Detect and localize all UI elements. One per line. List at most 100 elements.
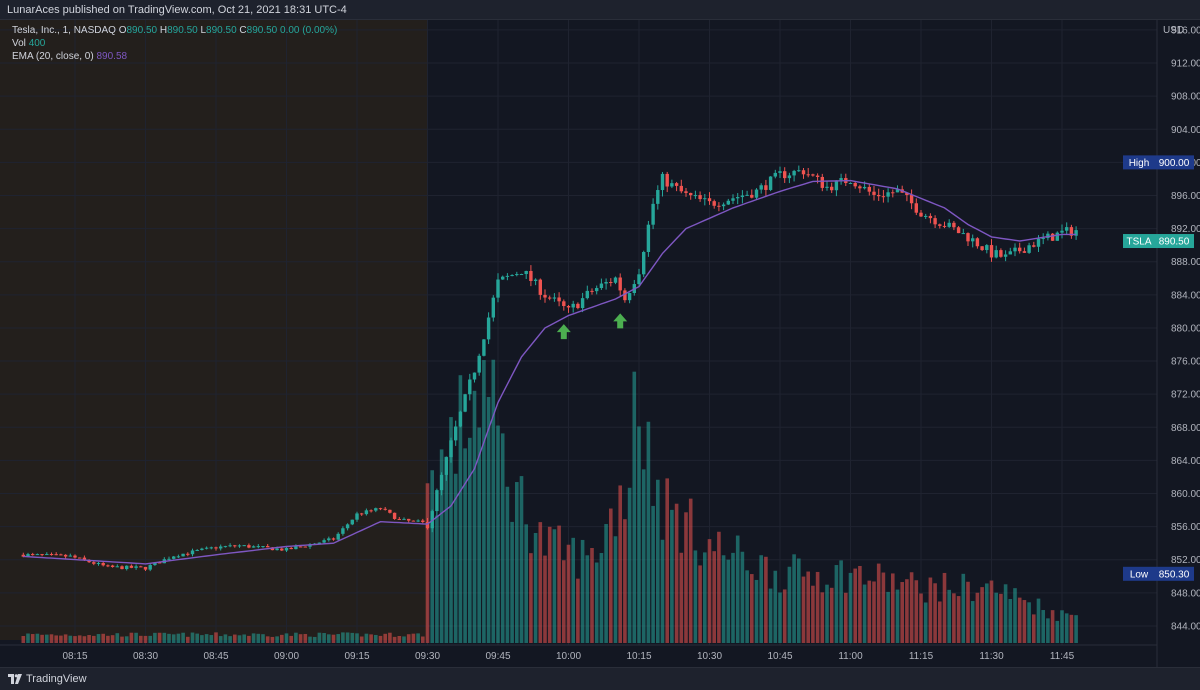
volume-bar [26,633,30,643]
price-tick-label: 860.00 [1171,489,1200,500]
candle-body [439,474,444,491]
volume-bar [167,633,171,643]
candle-body [444,457,448,475]
volume-bar [392,636,397,643]
candle-body [345,524,350,529]
volume-bar [665,478,669,643]
volume-bar [406,634,411,643]
volume-bar [891,573,895,643]
volume-bar [529,553,533,643]
volume-bar [956,596,961,643]
candle-body [129,565,134,568]
volume-bar [731,552,735,643]
candle-body [336,533,340,540]
volume-bar [491,359,496,643]
volume-bar [331,634,336,643]
candle-body [815,175,820,177]
volume-bar [618,485,622,643]
volume-bar [938,601,942,643]
volume-bar [153,632,157,643]
volume-bar [848,572,853,643]
volume-bar [157,632,162,643]
price-axis[interactable]: 916.00912.00908.00904.00900.00896.00892.… [1163,25,1200,632]
candle-body [886,192,890,197]
candle-body [355,513,359,520]
volume-bar [1027,602,1031,643]
candle-body [101,562,105,566]
candle-body [54,554,58,556]
symbol-label: Tesla, Inc., 1, NASDAQ [12,25,116,36]
candle-body [233,545,237,547]
candle-body [148,565,152,570]
candle-body [961,233,965,235]
volume-bar [703,552,707,643]
volume-bar [515,482,519,643]
volume-bar [552,529,557,643]
volume-bar [745,570,749,643]
volume-bar [45,634,49,643]
volume-bar [350,632,355,643]
candle-body [364,510,369,515]
volume-bar [684,512,688,643]
ema-label: EMA (20, close, 0) [12,51,94,62]
candle-body [284,547,289,551]
candle-body [392,512,397,519]
candle-body [228,545,232,547]
candle-body [952,222,956,228]
candle-body [106,565,110,567]
volume-bar [970,601,975,643]
volume-bar [585,555,590,643]
candle-body [214,547,218,549]
volume-bar [599,553,604,643]
volume-bar [688,498,693,643]
volume-bar [1022,600,1027,643]
candle-body [848,183,853,185]
volume-bar [505,486,510,643]
volume-bar [30,634,35,643]
low-value: 890.50 [206,25,237,36]
time-tick-label: 08:15 [62,651,87,662]
candle-body [477,355,481,373]
publisher-line: LunarAces published on TradingView.com, … [7,4,347,16]
candle-body [529,270,533,281]
volume-bar [806,571,810,643]
volume-bar [627,487,632,643]
candle-body [820,176,824,188]
volume-bar [994,592,998,643]
close-value: 890.50 [246,25,278,36]
volume-bar [82,636,87,643]
volume-bar [500,433,505,643]
volume-bar [190,632,195,643]
candle-body [787,175,792,179]
candle-body [524,270,528,275]
last-price-tag-label: TSLA [1126,237,1151,248]
volume-bar [580,539,585,643]
time-tick-label: 09:00 [274,651,299,662]
price-tick-label: 908.00 [1171,92,1200,103]
volume-bar [364,633,369,643]
volume-bar [660,539,665,643]
volume-bar [876,563,881,643]
close-label: C [239,25,247,36]
candle-body [933,218,937,225]
volume-bar [604,524,608,643]
volume-bar [825,584,829,643]
candle-body [139,566,143,568]
candle-body [378,508,383,510]
volume-bar [256,633,261,643]
candle-body [623,290,627,301]
volume-bar [463,448,467,643]
candle-body [176,556,181,558]
candle-body [237,545,242,547]
candle-body [96,562,101,564]
candle-body [350,519,354,525]
volume-bar [59,635,63,643]
volume-bar [124,636,129,643]
candle-body [49,554,54,556]
volume-bar [1017,597,1022,643]
candle-body [143,566,148,570]
candle-body [303,546,307,548]
volume-bar [533,532,538,643]
time-axis[interactable]: 08:15 08:30 08:45 09:00 09:15 09:30 09:45 10:00… [62,651,1074,662]
